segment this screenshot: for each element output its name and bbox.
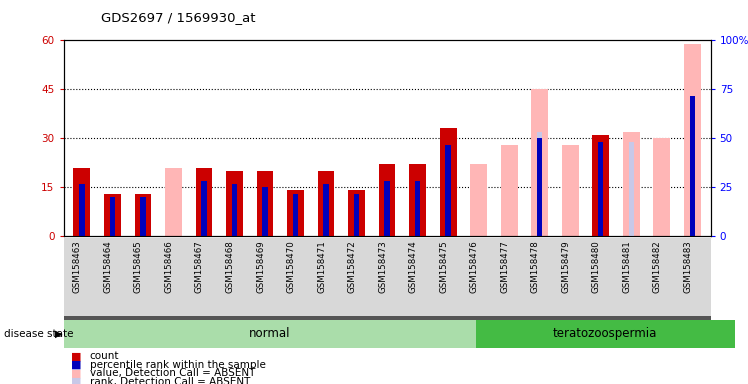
Text: rank, Detection Call = ABSENT: rank, Detection Call = ABSENT [90, 377, 250, 384]
Text: GSM158473: GSM158473 [378, 240, 387, 293]
Text: GDS2697 / 1569930_at: GDS2697 / 1569930_at [101, 12, 256, 25]
Text: ■: ■ [71, 360, 82, 370]
Bar [684, 44, 701, 236]
Text: GSM158471: GSM158471 [317, 240, 326, 293]
Bar [537, 138, 542, 236]
Bar [384, 181, 390, 236]
Text: GSM158481: GSM158481 [622, 240, 631, 293]
Text: ■: ■ [71, 368, 82, 378]
Bar [354, 194, 359, 236]
Text: GSM158482: GSM158482 [653, 240, 662, 293]
Text: teratozoospermia: teratozoospermia [553, 327, 657, 340]
Bar [378, 164, 396, 236]
Bar [537, 132, 542, 236]
Text: disease state: disease state [4, 329, 73, 339]
Text: GSM158468: GSM158468 [225, 240, 234, 293]
Bar [531, 89, 548, 236]
Bar [470, 164, 487, 236]
Text: percentile rank within the sample: percentile rank within the sample [90, 360, 266, 370]
Text: ■: ■ [71, 351, 82, 361]
Bar [263, 187, 268, 236]
Bar [440, 128, 456, 236]
Text: GSM158470: GSM158470 [286, 240, 295, 293]
Bar [598, 142, 604, 236]
Bar [195, 167, 212, 236]
Bar [140, 197, 146, 236]
Text: GSM158469: GSM158469 [256, 240, 265, 293]
Bar [623, 132, 640, 236]
Bar [653, 138, 670, 236]
Bar [73, 167, 91, 236]
Bar [690, 96, 695, 236]
Bar [226, 171, 243, 236]
Text: GSM158463: GSM158463 [73, 240, 82, 293]
Text: value, Detection Call = ABSENT: value, Detection Call = ABSENT [90, 368, 255, 378]
Bar [201, 181, 206, 236]
Text: ■: ■ [71, 377, 82, 384]
Text: GSM158480: GSM158480 [592, 240, 601, 293]
Bar [257, 171, 274, 236]
Text: GSM158477: GSM158477 [500, 240, 509, 293]
Bar [445, 145, 451, 236]
Text: count: count [90, 351, 119, 361]
Bar [500, 145, 518, 236]
Bar [79, 184, 85, 236]
Bar [135, 194, 151, 236]
Text: ▶: ▶ [55, 329, 62, 339]
Text: GSM158472: GSM158472 [348, 240, 357, 293]
Bar [415, 181, 420, 236]
Bar [348, 190, 365, 236]
Bar [110, 197, 115, 236]
Text: GSM158466: GSM158466 [165, 240, 174, 293]
Text: GSM158476: GSM158476 [470, 240, 479, 293]
Text: GSM158465: GSM158465 [134, 240, 143, 293]
Bar [690, 96, 695, 236]
Text: GSM158467: GSM158467 [195, 240, 204, 293]
Bar [232, 184, 237, 236]
Bar [165, 167, 182, 236]
Text: GSM158478: GSM158478 [530, 240, 540, 293]
Bar [318, 171, 334, 236]
Text: GSM158475: GSM158475 [439, 240, 448, 293]
Text: GSM158479: GSM158479 [561, 240, 570, 293]
Text: GSM158483: GSM158483 [683, 240, 693, 293]
Bar [292, 194, 298, 236]
Bar [287, 190, 304, 236]
Text: normal: normal [249, 327, 290, 340]
Bar [323, 184, 329, 236]
Text: GSM158464: GSM158464 [103, 240, 112, 293]
Bar [409, 164, 426, 236]
Text: GSM158474: GSM158474 [408, 240, 417, 293]
Bar [104, 194, 121, 236]
Bar [562, 145, 579, 236]
Bar [592, 135, 609, 236]
Bar [628, 142, 634, 236]
